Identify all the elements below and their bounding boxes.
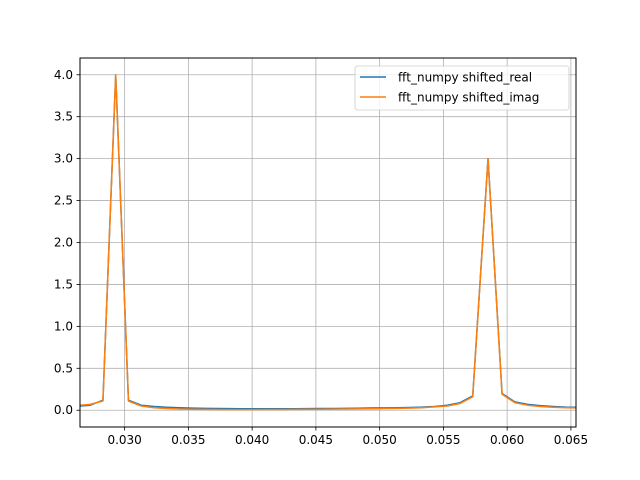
series-lines bbox=[80, 74, 576, 411]
series-line-2 bbox=[80, 74, 576, 411]
y-tick-label: 0.0 bbox=[54, 403, 73, 417]
x-tick-label: 0.060 bbox=[490, 433, 524, 447]
y-tick-label: 0.5 bbox=[54, 361, 73, 375]
y-tick-label: 2.5 bbox=[54, 194, 73, 208]
y-tick-label: 3.5 bbox=[54, 110, 73, 124]
legend: fft_numpy shifted_real fft_numpy shifted_… bbox=[354, 65, 570, 111]
plot-area-frame bbox=[79, 57, 577, 428]
x-tick-label: 0.050 bbox=[362, 433, 396, 447]
ticks: 0.030 0.035 0.040 0.045 0.050 0.055 0.060 0.065… bbox=[54, 68, 588, 447]
x-tick-label: 0.030 bbox=[107, 433, 141, 447]
legend-label: fft_numpy shifted_imag bbox=[398, 91, 539, 105]
y-tick-label: 3.0 bbox=[54, 152, 73, 166]
y-tick-label: 2.0 bbox=[54, 236, 73, 250]
x-tick-label: 0.035 bbox=[171, 433, 205, 447]
legend-label: fft_numpy shifted_real bbox=[398, 71, 532, 85]
x-tick-label: 0.065 bbox=[554, 433, 588, 447]
y-tick-label: 1.0 bbox=[54, 319, 73, 333]
y-tick-label: 4.0 bbox=[54, 68, 73, 82]
y-tick-label: 1.5 bbox=[54, 277, 73, 291]
legend-box bbox=[354, 65, 570, 111]
grid bbox=[80, 58, 576, 427]
x-tick-label: 0.045 bbox=[299, 433, 333, 447]
x-tick-label: 0.055 bbox=[426, 433, 460, 447]
x-tick-label: 0.040 bbox=[235, 433, 269, 447]
